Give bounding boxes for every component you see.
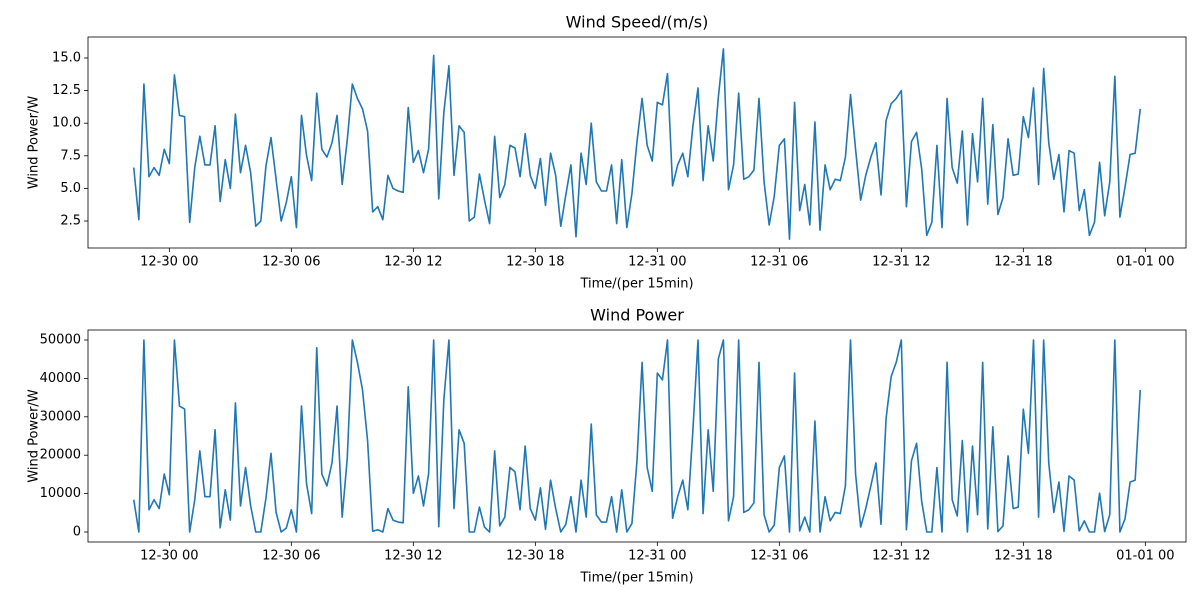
x-tick-label: 12-30 06 — [262, 549, 320, 564]
axes-frame — [87, 329, 1187, 543]
x-tick-label: 12-31 12 — [872, 255, 930, 270]
x-tick-label: 12-30 18 — [506, 255, 564, 270]
y-tick-label: 40000 — [40, 371, 81, 386]
x-tick-label: 12-31 06 — [750, 255, 808, 270]
y-tick-label: 0 — [73, 525, 81, 540]
y-tick-label: 10.0 — [52, 116, 81, 131]
x-axis-label: Time/(per 15min) — [579, 277, 693, 292]
x-tick-label: 12-31 18 — [994, 549, 1052, 564]
y-tick-label: 10000 — [40, 486, 81, 501]
x-tick-label: 12-30 12 — [384, 549, 442, 564]
chart-title: Wind Speed/(m/s) — [566, 13, 709, 32]
data-line — [132, 339, 1142, 533]
y-tick-label: 50000 — [40, 332, 81, 347]
y-tick-label: 5.0 — [60, 181, 81, 196]
y-axis-label: Wind Power/W — [27, 389, 42, 482]
y-tick-label: 15.0 — [52, 50, 81, 65]
y-tick-label: 7.5 — [60, 148, 81, 163]
y-axis-label: Wind Power/W — [27, 96, 42, 189]
x-axis-label: Time/(per 15min) — [579, 571, 693, 586]
x-tick-label: 12-30 00 — [140, 255, 198, 270]
x-tick-label: 12-30 18 — [506, 549, 564, 564]
y-tick-label: 12.5 — [52, 83, 81, 98]
chart-title: Wind Power — [590, 306, 684, 325]
y-tick-label: 30000 — [40, 409, 81, 424]
x-tick-label: 01-01 00 — [1116, 549, 1174, 564]
x-tick-label: 12-30 06 — [262, 255, 320, 270]
axes-frame — [87, 36, 1187, 249]
x-tick-label: 12-31 06 — [750, 549, 808, 564]
x-tick-label: 01-01 00 — [1116, 255, 1174, 270]
x-tick-label: 12-30 12 — [384, 255, 442, 270]
data-line — [132, 48, 1142, 241]
y-tick-label: 20000 — [40, 448, 81, 463]
y-tick-label: 2.5 — [60, 214, 81, 229]
x-tick-label: 12-31 00 — [628, 255, 686, 270]
x-tick-label: 12-31 18 — [994, 255, 1052, 270]
x-tick-label: 12-31 12 — [872, 549, 930, 564]
x-tick-label: 12-31 00 — [628, 549, 686, 564]
x-tick-label: 12-30 00 — [140, 549, 198, 564]
